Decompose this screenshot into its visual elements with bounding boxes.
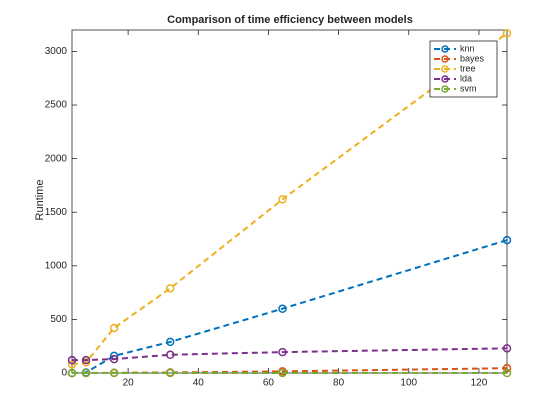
x-tick-label: 20: [123, 378, 135, 389]
data-point: [67, 368, 77, 378]
legend-box: [429, 40, 498, 98]
x-tick-label: 120: [471, 378, 488, 389]
data-point: [109, 368, 119, 378]
series-line: [72, 347, 508, 362]
y-tick-label: 2500: [45, 100, 68, 111]
legend-label: tree: [460, 63, 476, 73]
x-tick-label: 100: [400, 378, 417, 389]
legend-marker: [441, 45, 449, 53]
y-axis-label: Runtime: [34, 180, 46, 221]
chart-title: Comparison of time efficiency between mo…: [167, 14, 413, 26]
y-tick-label: 1000: [45, 260, 68, 271]
data-point: [502, 235, 512, 245]
y-tick-label: 1500: [45, 207, 68, 218]
legend-label: bayes: [460, 53, 485, 63]
data-point: [278, 347, 287, 357]
legend-label: knn: [460, 43, 475, 53]
data-point: [109, 354, 119, 364]
data-point: [502, 363, 512, 373]
data-point: [165, 350, 175, 360]
legend-marker: [441, 85, 449, 93]
x-tick-label: 60: [263, 378, 275, 389]
data-point: [278, 304, 287, 313]
data-point: [278, 195, 287, 204]
data-point: [165, 284, 175, 293]
x-tick-label: 40: [193, 378, 205, 389]
data-point: [81, 355, 91, 365]
data-point: [502, 28, 512, 38]
legend-label: lda: [460, 73, 472, 83]
data-point: [502, 344, 512, 353]
data-point: [502, 368, 512, 378]
legend-marker: [441, 65, 449, 73]
y-tick-label: 2000: [45, 153, 68, 164]
legend-marker: [441, 75, 449, 83]
data-point: [67, 355, 77, 365]
legend-label: svm: [460, 83, 477, 93]
data-point: [81, 368, 91, 378]
x-tick-label: 80: [333, 378, 345, 389]
y-tick-label: 500: [50, 314, 67, 325]
y-tick-label: 3000: [45, 46, 68, 57]
data-point: [165, 368, 175, 378]
data-point: [109, 323, 119, 333]
y-tick-label: 0: [61, 368, 67, 379]
legend-marker: [441, 55, 449, 63]
data-point: [278, 368, 287, 378]
data-point: [165, 337, 175, 347]
